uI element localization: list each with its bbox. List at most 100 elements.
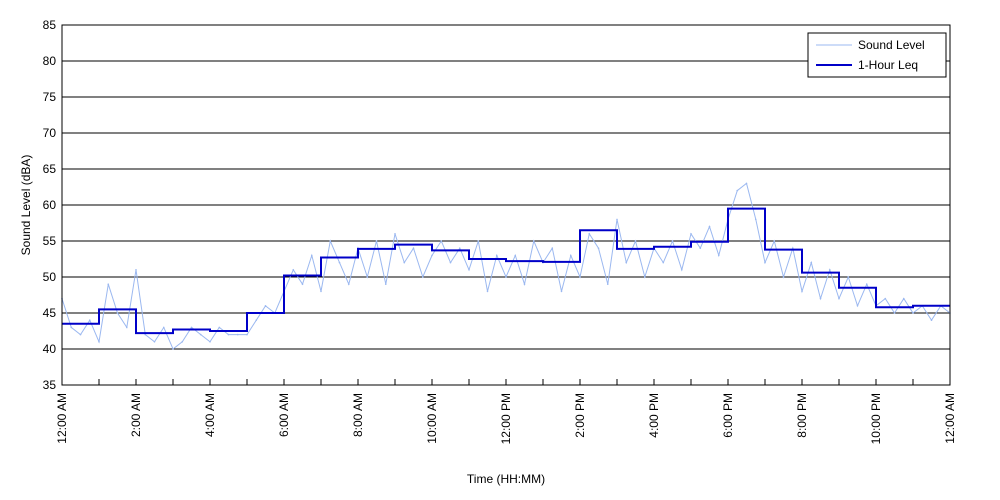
y-tick-label: 45 xyxy=(43,306,57,320)
sound-level-point xyxy=(431,254,433,257)
legend-label-sound-level: Sound Level xyxy=(858,38,925,52)
sound-level-point xyxy=(865,283,868,286)
sound-level-point xyxy=(893,312,896,314)
sound-level-point xyxy=(764,261,766,264)
sound-level-point xyxy=(301,283,304,286)
y-tick-label: 80 xyxy=(43,54,57,68)
sound-level-point xyxy=(523,283,526,286)
sound-level-point xyxy=(421,276,424,278)
sound-level-point xyxy=(79,333,82,336)
sound-level-point xyxy=(403,261,406,264)
y-tick-label: 60 xyxy=(43,198,57,212)
sound-level-point xyxy=(782,276,785,278)
sound-level-point xyxy=(736,189,739,192)
y-axis-tick-labels: 35 40 45 50 55 60 65 70 75 80 85 xyxy=(43,18,57,392)
sound-level-point xyxy=(514,254,517,257)
x-tick-label: 12:00 PM xyxy=(499,393,513,444)
sound-level-point xyxy=(347,283,350,286)
sound-level-point xyxy=(255,319,258,322)
plot-frame xyxy=(61,24,951,386)
sound-level-point xyxy=(292,269,295,271)
hourly-leq-step-line xyxy=(62,207,950,335)
sound-level-point xyxy=(329,240,332,242)
x-tick-label: 10:00 PM xyxy=(869,393,883,444)
x-tick-label: 10:00 AM xyxy=(425,393,439,444)
sound-level-point xyxy=(135,269,137,271)
sound-level-point xyxy=(227,333,230,336)
sound-level-point xyxy=(495,254,498,257)
sound-level-point xyxy=(588,233,591,235)
sound-level-point xyxy=(384,283,387,286)
sound-level-point xyxy=(634,240,637,242)
x-tick-label: 6:00 AM xyxy=(277,393,291,437)
sound-level-point xyxy=(902,297,905,300)
sound-level-point xyxy=(791,247,794,249)
sound-level-point xyxy=(172,348,174,350)
x-tick-label: 2:00 AM xyxy=(129,393,143,437)
sound-level-point xyxy=(477,240,480,242)
sound-level-point xyxy=(375,240,378,242)
sound-level-point xyxy=(394,233,396,235)
sound-level-point xyxy=(708,225,711,228)
sound-level-point xyxy=(616,218,618,221)
x-tick-label: 8:00 PM xyxy=(795,393,809,438)
sound-level-point xyxy=(468,269,470,271)
y-tick-label: 50 xyxy=(43,270,57,284)
sound-level-point xyxy=(579,276,581,278)
sound-level-point xyxy=(246,333,248,336)
sound-level-point xyxy=(116,312,119,314)
sound-level-point xyxy=(458,247,461,249)
sound-level-point xyxy=(320,290,322,293)
sound-level-point xyxy=(310,254,313,257)
sound-level-point xyxy=(597,247,600,249)
x-axis-title: Time (HH:MM) xyxy=(467,472,545,486)
sound-level-point xyxy=(569,254,572,257)
sound-level-point xyxy=(88,319,91,322)
y-tick-label: 70 xyxy=(43,126,57,140)
sound-level-point xyxy=(699,247,702,249)
x-axis-tick-labels: 12:00 AM 2:00 AM 4:00 AM 6:00 AM 8:00 AM 10:0… xyxy=(55,393,957,444)
sound-level-point xyxy=(366,276,369,278)
sound-level-point xyxy=(125,326,128,329)
sound-level-point xyxy=(810,261,813,264)
sound-level-point xyxy=(486,290,489,293)
y-tick-label: 65 xyxy=(43,162,57,176)
sound-level-point xyxy=(338,261,341,264)
sound-level-point xyxy=(209,341,211,343)
sound-level-point xyxy=(745,182,748,185)
sound-level-point xyxy=(551,247,554,249)
sound-level-point xyxy=(847,276,850,278)
sound-level-point xyxy=(671,240,674,242)
sound-level-point xyxy=(773,240,776,242)
sound-level-point xyxy=(606,283,609,286)
sound-level-point xyxy=(884,297,887,300)
sound-level-point xyxy=(856,305,859,307)
y-tick-label: 85 xyxy=(43,18,57,32)
sound-level-point xyxy=(199,333,202,336)
sound-level-point xyxy=(162,326,165,329)
x-tick-label: 4:00 AM xyxy=(203,393,217,437)
sound-level-point xyxy=(643,276,646,278)
x-tick-label: 4:00 PM xyxy=(647,393,661,438)
sound-level-point xyxy=(625,261,628,264)
x-tick-label: 12:00 AM xyxy=(943,393,957,444)
sound-level-point xyxy=(930,319,933,322)
sound-level-point xyxy=(801,290,803,293)
sound-level-point xyxy=(264,305,267,307)
sound-level-point xyxy=(190,326,193,329)
sound-level-point xyxy=(449,261,452,264)
sound-level-point xyxy=(717,254,720,257)
sound-level-point xyxy=(532,240,535,242)
sound-level-point xyxy=(153,341,156,343)
sound-level-point xyxy=(754,218,757,221)
sound-level-point xyxy=(98,341,100,343)
legend-label-hourly-leq: 1-Hour Leq xyxy=(858,58,918,72)
sound-level-point xyxy=(680,269,683,271)
legend: Sound Level 1-Hour Leq xyxy=(807,32,947,78)
plot-series xyxy=(61,182,951,350)
sound-level-point xyxy=(181,341,184,343)
x-tick-label: 12:00 AM xyxy=(55,393,69,444)
sound-level-point xyxy=(662,261,665,264)
